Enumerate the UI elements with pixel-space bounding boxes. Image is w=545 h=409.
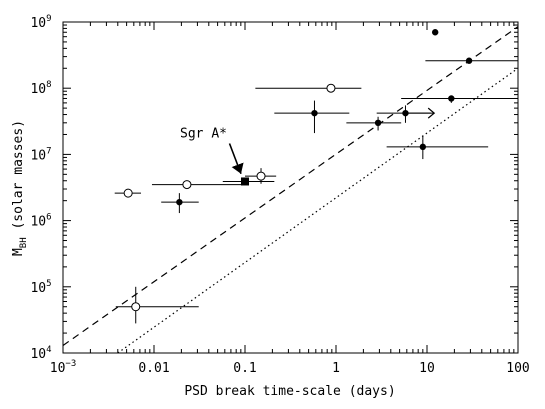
filled-circle-point: [431, 29, 439, 36]
marker-filled-circle: [374, 119, 382, 127]
lower-limit-arrowhead: [427, 107, 436, 119]
open-circle-point: [255, 83, 362, 93]
y-axis-label: MBH (solar masses): [11, 120, 29, 256]
marker-filled-circle: [431, 29, 439, 36]
marker-open-circle: [256, 171, 266, 181]
y-tick-label: 106: [30, 213, 51, 230]
open-circle-point: [114, 188, 142, 198]
y-tick-label-base: 10: [30, 281, 46, 296]
sgr-a-star-label: Sgr A*: [180, 127, 227, 142]
y-tick-label: 107: [30, 146, 51, 163]
marker-filled-circle: [465, 57, 473, 64]
marker-open-circle: [123, 188, 133, 198]
open-circle-point: [245, 168, 277, 184]
axis-ticks: [62, 21, 519, 354]
filled-circle-point: [346, 116, 402, 131]
dashed-line: [63, 26, 518, 346]
marker-open-circle: [326, 83, 336, 93]
marker-filled-circle: [402, 109, 409, 117]
y-tick-label: 109: [30, 14, 51, 31]
annotations: Sgr A*: [180, 127, 244, 175]
marker-filled-circle: [448, 95, 455, 102]
filled-circle-point: [425, 57, 518, 64]
filled-circle-point: [161, 193, 199, 214]
y-axis-label-sub: BH: [19, 237, 29, 248]
y-tick-label-exp: 8: [46, 80, 51, 90]
y-tick-label: 108: [30, 80, 51, 97]
x-tick-label: 1: [332, 361, 340, 376]
dotted-line: [117, 67, 518, 353]
x-tick-label: 10: [419, 361, 435, 376]
x-tick-label: 0.1: [233, 361, 256, 376]
marker-open-circle: [131, 302, 141, 312]
filled-circle-point: [376, 105, 431, 123]
y-tick-label-base: 10: [30, 215, 46, 230]
x-tick-label-exp: −3: [65, 359, 76, 369]
y-tick-label-base: 10: [30, 148, 46, 163]
marker-filled-circle: [176, 198, 183, 206]
y-tick-label-exp: 6: [46, 213, 51, 223]
marker-filled-circle: [419, 143, 427, 151]
y-tick-label-base: 10: [30, 16, 46, 31]
open-circle-point: [151, 180, 245, 190]
marker-filled-circle: [311, 109, 318, 117]
data-points: [114, 29, 518, 324]
y-axis-label-main: M: [11, 248, 26, 256]
y-tick-label-exp: 5: [46, 279, 51, 289]
y-tick-label: 104: [30, 345, 51, 362]
y-tick-label-exp: 4: [46, 345, 51, 355]
x-tick-label: 100: [506, 361, 529, 376]
open-circle-point: [115, 286, 199, 324]
filled-circle-point: [274, 100, 350, 134]
y-tick-label-base: 10: [30, 82, 46, 97]
marker-open-circle: [182, 180, 192, 190]
sgr-a-star-arrow: [228, 143, 244, 175]
x-tick-label: 0.01: [138, 361, 169, 376]
y-axis-label-tail: (solar masses): [11, 120, 26, 237]
x-axis-label: PSD break time-scale (days): [184, 384, 395, 399]
y-tick-label-base: 10: [30, 347, 46, 362]
filled-square-point: [222, 177, 275, 186]
y-tick-label: 105: [30, 279, 51, 296]
filled-circle-point: [386, 135, 489, 160]
y-tick-label-exp: 9: [46, 14, 51, 24]
y-tick-label-exp: 7: [46, 146, 51, 156]
x-tick-label-base: 10: [50, 361, 66, 376]
x-tick-label: 10−3: [50, 359, 77, 376]
marker-filled-square: [241, 177, 249, 186]
plot-frame: [62, 21, 519, 354]
filled-circle-point: [401, 95, 518, 103]
reference-lines: [63, 26, 518, 353]
